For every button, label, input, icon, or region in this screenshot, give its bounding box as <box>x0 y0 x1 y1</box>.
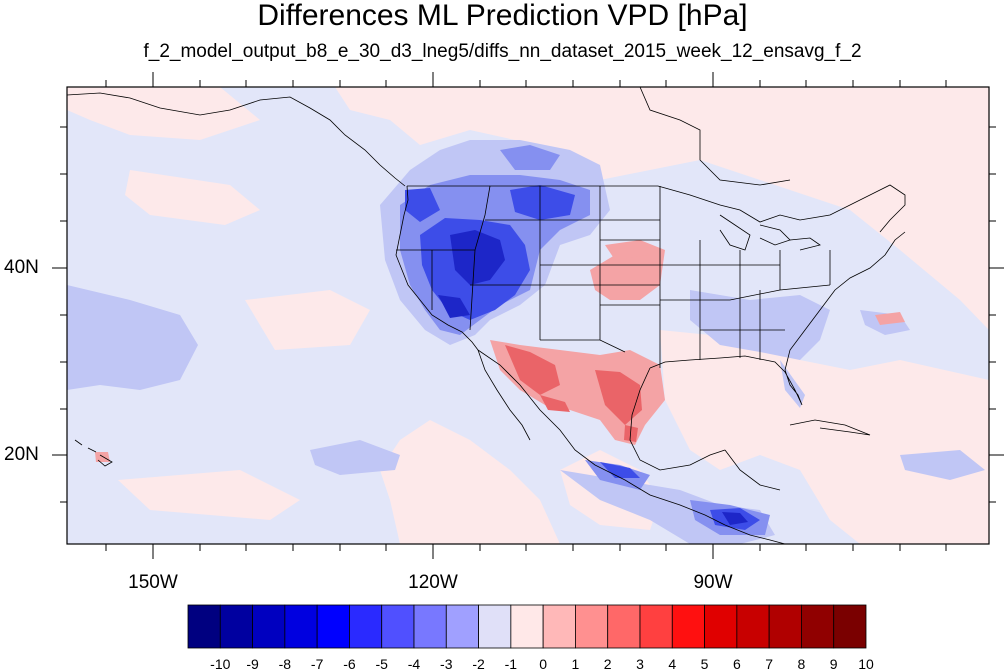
colorbar-swatch <box>510 604 544 649</box>
coastlines-and-borders <box>67 87 906 544</box>
colorbar-swatch <box>316 604 350 649</box>
lon-label-90w: 90W <box>693 572 733 593</box>
colorbar-swatch <box>801 604 835 649</box>
weak-positive-regions <box>67 87 989 544</box>
colorbar-tick-label: 2 <box>603 656 612 672</box>
map-title: Differences ML Prediction VPD [hPa] <box>257 0 748 32</box>
colorbar-tick-label: -9 <box>246 656 259 672</box>
colorbar-tick-label: -1 <box>504 656 518 672</box>
colorbar-swatch <box>575 604 609 649</box>
colorbar-tick-label: -3 <box>440 656 453 672</box>
strong-positive-regions <box>505 345 642 442</box>
lon-label-150w: 150W <box>128 572 178 593</box>
colorbar-tick-label: 8 <box>797 656 806 672</box>
colorbar-swatch <box>736 604 770 649</box>
colorbar-tick-label: 6 <box>732 656 741 672</box>
colorbar-tick-label: -2 <box>472 656 485 672</box>
map-subtitle: f_2_model_output_b8_e_30_d3_lneg5/diffs_… <box>143 41 862 62</box>
colorbar-swatch <box>187 604 221 649</box>
colorbar-swatch <box>704 604 738 649</box>
colorbar-swatch <box>413 604 447 649</box>
colorbar-swatch <box>833 604 867 649</box>
lat-label-20n: 20N <box>4 444 39 465</box>
lat-label-40n: 40N <box>4 257 39 278</box>
colorbar-swatch <box>219 604 253 649</box>
colorbar-swatch <box>478 604 512 649</box>
colorbar-tick-label: 5 <box>700 656 709 672</box>
colorbar-swatch <box>768 604 802 649</box>
axis-ticks <box>52 72 1004 559</box>
very-strong-negative-regions <box>438 230 748 525</box>
colorbar-tick-label: -10 <box>210 656 231 672</box>
map-plot-area <box>67 87 989 544</box>
colorbar-swatch <box>445 604 479 649</box>
colorbar-swatch <box>349 604 383 649</box>
colorbar-tick-label: 1 <box>571 656 580 672</box>
colorbar-tick-label: -5 <box>375 656 388 672</box>
colorbar-swatch <box>542 604 576 649</box>
colorbar-tick-label: 4 <box>668 656 677 672</box>
colorbar-tick-label: -6 <box>343 656 356 672</box>
colorbar-tick-label: -7 <box>310 656 324 672</box>
colorbar-swatch <box>284 604 318 649</box>
colorbar-tick-label: 10 <box>858 656 874 672</box>
colorbar-swatch <box>252 604 286 649</box>
colorbar <box>187 604 867 649</box>
lon-label-120w: 120W <box>408 572 458 593</box>
colorbar-swatch <box>607 604 641 649</box>
colorbar-tick-label: -8 <box>278 656 292 672</box>
colorbar-tick-label: 0 <box>539 656 548 672</box>
colorbar-tick-label: -4 <box>407 656 421 672</box>
colorbar-swatch <box>381 604 415 649</box>
colorbar-tick-label: 7 <box>765 656 774 672</box>
colorbar-tick-label: 9 <box>829 656 838 672</box>
colorbar-swatch <box>639 604 673 649</box>
colorbar-swatch <box>671 604 705 649</box>
colorbar-tick-label: 3 <box>636 656 644 672</box>
